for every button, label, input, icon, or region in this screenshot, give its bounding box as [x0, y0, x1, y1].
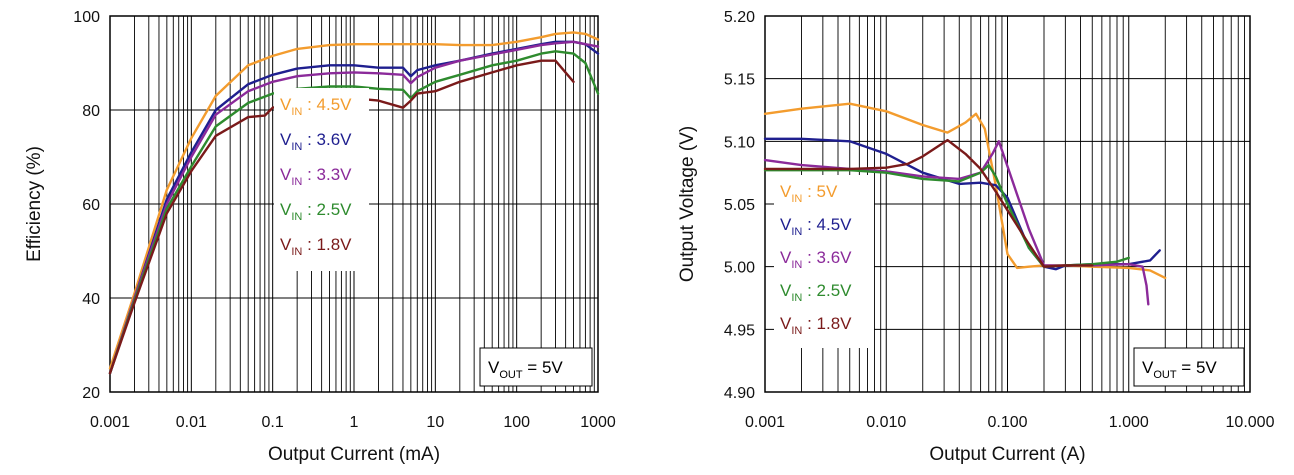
annotation-text-rest: = 5V	[523, 358, 564, 377]
y-tick-label: 20	[82, 385, 100, 402]
y-tick-label: 100	[73, 9, 100, 26]
plot-frame	[764, 15, 1251, 393]
legend-entry-4-sub: IN	[291, 246, 302, 258]
y-tick-label: 5.15	[724, 72, 755, 89]
annotation-box	[1133, 347, 1245, 387]
x-tick-label: 0.100	[987, 414, 1027, 431]
legend-entry-1-rest: : 4.5V	[802, 215, 852, 234]
legend-background	[274, 88, 369, 271]
x-tick-label: 0.010	[866, 414, 906, 431]
legend-entry-4-main: V	[780, 314, 792, 333]
series-group	[763, 102, 1167, 306]
x-tick-label: 10	[426, 414, 444, 431]
y-tick-label: 4.90	[724, 385, 755, 402]
legend-entry-0-main: V	[780, 182, 792, 201]
legend-entry-3-main: V	[280, 200, 292, 219]
legend-entry-2-sub: IN	[291, 176, 302, 188]
x-tick-label: 1.000	[1109, 414, 1149, 431]
series-line-2	[108, 40, 600, 375]
legend-entry-4: VIN : 1.8V	[780, 314, 852, 337]
y-tick-label: 60	[82, 197, 100, 214]
annotation-box	[479, 347, 593, 387]
legend-entry-0: VIN : 4.5V	[280, 95, 352, 118]
legend-entry-4-rest: : 1.8V	[802, 314, 852, 333]
legend-entry-3-main: V	[780, 281, 792, 300]
voltage-chart: 4.90 4.95 5.00 5.05 5.10 5.15 5.20 0.001 0.010 0.…	[677, 9, 1275, 465]
legend-entry-1-main: V	[780, 215, 792, 234]
legend-entry-2-main: V	[780, 248, 792, 267]
series-line-3	[108, 50, 600, 375]
x-tick-label: 0.01	[176, 414, 207, 431]
legend-entry-3-rest: : 2.5V	[302, 200, 352, 219]
legend-entry-3-sub: IN	[791, 292, 802, 304]
y-tick-label: 4.95	[724, 322, 755, 339]
legend-entry-2: VIN : 3.3V	[280, 165, 352, 188]
series-line-0	[108, 31, 600, 370]
series-line-4	[763, 138, 1094, 268]
legend-entry-4-main: V	[280, 235, 292, 254]
legend-entry-0-rest: : 5V	[802, 182, 838, 201]
legend-entry-3: VIN : 2.5V	[780, 281, 852, 304]
y-tick-label: 5.05	[724, 197, 755, 214]
annotation-text-main: V	[488, 358, 500, 377]
x-tick-label: 10.000	[1226, 414, 1275, 431]
x-tick-label: 0.001	[90, 414, 130, 431]
legend-entry-4-sub: IN	[791, 325, 802, 337]
plot-frame	[109, 15, 599, 393]
x-tick-label: 100	[503, 414, 530, 431]
y-tick-label: 5.10	[724, 134, 755, 151]
x-tick-label: 0.001	[745, 414, 785, 431]
x-tick-label: 0.1	[262, 414, 284, 431]
legend-entry-2: VIN : 3.6V	[780, 248, 852, 271]
annotation-text-sub: OUT	[499, 369, 523, 381]
x-axis-label: Output Current (mA)	[268, 444, 440, 465]
legend-entry-3-rest: : 2.5V	[802, 281, 852, 300]
grid	[109, 15, 598, 393]
legend-entry-2-main: V	[280, 165, 292, 184]
legend-entry-3-sub: IN	[291, 211, 302, 223]
vout-annotation: VOUT = 5V	[479, 347, 593, 387]
legend-entry-3: VIN : 2.5V	[280, 200, 352, 223]
y-tick-label: 80	[82, 103, 100, 120]
legend-entry-0-sub: IN	[791, 193, 802, 205]
legend-entry-1-sub: IN	[291, 141, 302, 153]
series-group	[108, 31, 600, 375]
y-axis-label: Efficiency (%)	[24, 146, 45, 262]
legend-entry-1: VIN : 4.5V	[780, 215, 852, 238]
legend-entry-0-main: V	[280, 95, 292, 114]
legend-entry-0-sub: IN	[291, 106, 302, 118]
y-tick-label: 5.00	[724, 260, 755, 277]
annotation-text-rest: = 5V	[1177, 358, 1218, 377]
legend-entry-0: VIN : 5V	[780, 182, 838, 205]
legend-entry-4: VIN : 1.8V	[280, 235, 352, 258]
annotation-text: VOUT = 5V	[488, 358, 563, 381]
x-tick-label: 1000	[580, 414, 616, 431]
legend-entry-1-rest: : 3.6V	[302, 130, 352, 149]
y-tick-label: 5.20	[724, 9, 755, 26]
annotation-text-main: V	[1142, 358, 1154, 377]
x-axis-label: Output Current (A)	[929, 444, 1085, 465]
legend-entry-1-sub: IN	[791, 226, 802, 238]
legend-entry-2-sub: IN	[791, 259, 802, 271]
annotation-text-sub: OUT	[1153, 369, 1177, 381]
legend-background	[774, 175, 874, 348]
x-tick-label: 1	[350, 414, 359, 431]
legend-entry-2-rest: : 3.3V	[302, 165, 352, 184]
y-axis-label: Output Voltage (V)	[677, 126, 698, 282]
annotation-text: VOUT = 5V	[1142, 358, 1217, 381]
legend-entry-1-main: V	[280, 130, 292, 149]
legend-entry-0-rest: : 4.5V	[302, 95, 352, 114]
legend-entry-2-rest: : 3.6V	[802, 248, 852, 267]
legend-entry-1: VIN : 3.6V	[280, 130, 352, 153]
series-line-2	[763, 140, 1150, 306]
vout-annotation: VOUT = 5V	[1133, 347, 1245, 387]
legend-entry-4-rest: : 1.8V	[302, 235, 352, 254]
y-tick-label: 40	[82, 291, 100, 308]
